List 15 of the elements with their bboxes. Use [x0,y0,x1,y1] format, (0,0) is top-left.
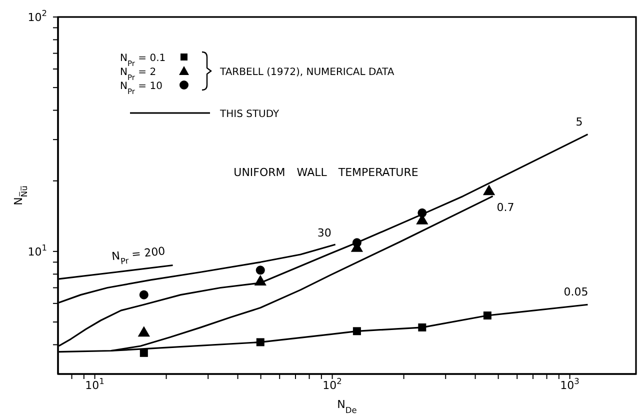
text: N$_{Pr}$ = 200 [111,244,166,266]
series-label: 30 [317,226,332,240]
annotation: TARBELL (1972), NUMERICAL DATA [219,67,394,78]
legend-label: N$_{Pr}$ = 2 [120,67,156,82]
x-tick-label: 10$^{2}$ [322,376,342,392]
x-tick-label: 10$^{1}$ [85,376,104,392]
series-label: 5 [576,115,583,128]
legend-label: N$_{Pr}$ = 10 [120,81,162,96]
legend-label: N$_{Pr}$ = 0.1 [120,53,166,68]
annotation: UNIFORM WALL TEMPERATURE [234,166,418,179]
annotation: THIS STUDY [219,109,280,120]
x-axis-title: N$_{De}$ [337,398,357,415]
x-tick-label: 10$^{3}$ [560,376,580,392]
series-label: 0.05 [564,286,588,299]
series-label: 0.7 [496,201,514,214]
